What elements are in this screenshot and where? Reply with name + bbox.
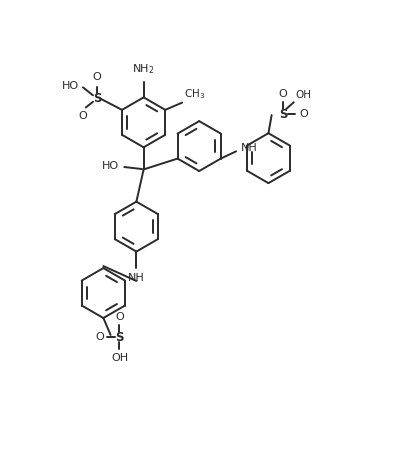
Text: OH: OH	[296, 90, 312, 100]
Text: OH: OH	[111, 353, 128, 363]
Text: HO: HO	[101, 161, 119, 171]
Text: S: S	[115, 331, 124, 344]
Text: S: S	[93, 92, 101, 105]
Text: HO: HO	[62, 81, 79, 91]
Text: O: O	[95, 333, 104, 342]
Text: O: O	[78, 111, 87, 121]
Text: S: S	[279, 108, 287, 121]
Text: NH: NH	[128, 273, 145, 283]
Text: O: O	[299, 109, 308, 119]
Text: O: O	[278, 89, 287, 99]
Text: NH: NH	[240, 143, 257, 153]
Text: NH$_2$: NH$_2$	[133, 63, 155, 76]
Text: O: O	[115, 312, 124, 322]
Text: O: O	[93, 72, 101, 82]
Text: CH$_3$: CH$_3$	[184, 88, 205, 101]
